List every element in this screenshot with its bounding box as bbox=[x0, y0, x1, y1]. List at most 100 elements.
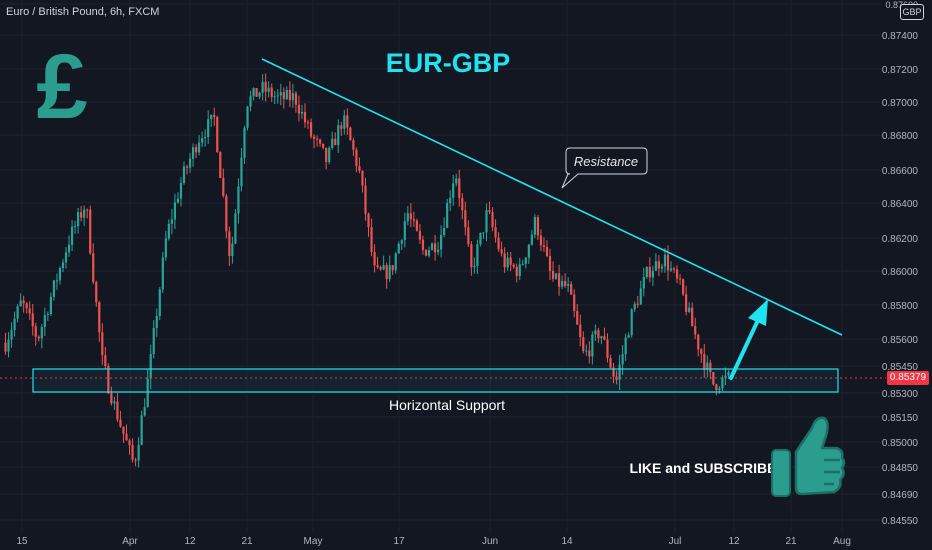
candle-body bbox=[700, 349, 703, 354]
candle-body bbox=[385, 265, 388, 280]
candle-body bbox=[188, 158, 192, 168]
candle-body bbox=[446, 203, 449, 228]
candle-body bbox=[116, 401, 119, 420]
candle-body bbox=[688, 307, 691, 312]
thumbs-up-icon bbox=[771, 416, 846, 497]
candle-body bbox=[358, 166, 361, 171]
candle-body bbox=[403, 221, 406, 241]
candle-body bbox=[672, 268, 676, 270]
candle-body bbox=[80, 212, 83, 218]
candle-body bbox=[588, 350, 591, 357]
candle-body bbox=[397, 243, 400, 254]
candle-body bbox=[391, 265, 394, 271]
candle-body bbox=[636, 303, 639, 305]
candle-body bbox=[567, 284, 570, 286]
candle-body bbox=[545, 247, 549, 257]
candle-body bbox=[55, 280, 59, 282]
candle-body bbox=[712, 372, 715, 385]
candle-body bbox=[436, 249, 440, 253]
candle-body bbox=[675, 269, 679, 279]
candle-body bbox=[639, 288, 642, 305]
candle-body bbox=[570, 284, 573, 295]
candle-body bbox=[648, 266, 651, 278]
price-tick-label: 0.84690 bbox=[882, 490, 919, 501]
candle-body bbox=[415, 220, 419, 231]
candle-body bbox=[243, 127, 246, 158]
candle-body bbox=[458, 178, 461, 199]
candle-body bbox=[107, 365, 110, 394]
candle-body bbox=[657, 261, 661, 269]
candle-body bbox=[98, 302, 101, 333]
candle-body bbox=[58, 267, 62, 281]
candle-body bbox=[627, 335, 630, 338]
candle-body bbox=[64, 252, 68, 263]
candle-body bbox=[73, 226, 77, 228]
time-tick-label: 21 bbox=[241, 536, 253, 547]
symbol-info[interactable]: Euro / British Pound, 6h, FXCM bbox=[6, 6, 160, 18]
candle-body bbox=[225, 195, 228, 232]
candle-body bbox=[694, 326, 697, 335]
candle-body bbox=[633, 303, 636, 310]
candle-body bbox=[22, 300, 25, 304]
candle-body bbox=[533, 217, 536, 235]
candle-body bbox=[303, 111, 307, 123]
candle-body bbox=[518, 264, 521, 276]
candle-body bbox=[582, 337, 585, 352]
candle-body bbox=[25, 303, 28, 309]
candle-body bbox=[433, 243, 437, 253]
candle-body bbox=[600, 336, 603, 339]
time-tick-label: Jun bbox=[482, 536, 498, 547]
candle-body bbox=[443, 227, 446, 235]
candle-body bbox=[101, 332, 104, 356]
candle-body bbox=[388, 265, 391, 280]
candle-body bbox=[331, 138, 334, 148]
price-tick-label: 0.87000 bbox=[882, 98, 919, 109]
candle-body bbox=[325, 147, 328, 162]
candle-body bbox=[361, 170, 364, 186]
candle-body bbox=[394, 253, 397, 271]
price-tick-label: 0.84850 bbox=[882, 463, 919, 474]
pound-icon: £ bbox=[36, 36, 87, 138]
candle-body bbox=[297, 104, 301, 114]
candle-body bbox=[406, 213, 409, 222]
candle-body bbox=[512, 264, 515, 267]
candle-body bbox=[494, 227, 497, 238]
support-label: Horizontal Support bbox=[389, 397, 505, 413]
candle-body bbox=[119, 419, 122, 427]
candle-body bbox=[173, 202, 177, 220]
candle-body bbox=[77, 212, 80, 227]
candle-body bbox=[216, 116, 219, 153]
candle-body bbox=[409, 213, 412, 220]
price-tick-label: 0.86400 bbox=[882, 199, 919, 210]
currency-badge[interactable]: GBP bbox=[900, 4, 924, 20]
candle-body bbox=[61, 262, 65, 268]
candle-body bbox=[306, 122, 310, 124]
candle-body bbox=[660, 266, 664, 269]
candle-body bbox=[7, 339, 10, 352]
candle-body bbox=[222, 177, 225, 196]
price-tick-label: 0.85800 bbox=[882, 301, 919, 312]
price-tick-label: 0.86000 bbox=[882, 267, 919, 278]
candle-body bbox=[491, 211, 494, 228]
candle-body bbox=[16, 306, 19, 319]
candle-body bbox=[4, 342, 7, 352]
candle-body bbox=[161, 257, 164, 290]
candle-body bbox=[527, 244, 530, 258]
candle-body bbox=[542, 245, 546, 248]
candle-body bbox=[621, 354, 624, 365]
candle-body bbox=[300, 111, 304, 114]
candle-body bbox=[685, 294, 688, 312]
time-tick-label: 21 bbox=[785, 536, 797, 547]
candle-body bbox=[500, 249, 503, 254]
candle-body bbox=[430, 243, 434, 251]
price-tick-label: 0.85600 bbox=[882, 335, 919, 346]
candle-body bbox=[548, 256, 552, 271]
candle-body bbox=[210, 114, 213, 120]
time-axis[interactable]: 15 Apr 12 21 May 17 Jun 14 Jul 12 21 Aug bbox=[16, 536, 850, 547]
candle-body bbox=[337, 125, 340, 146]
candle-body bbox=[585, 350, 588, 352]
time-tick-label: Jul bbox=[669, 536, 682, 547]
candle-body bbox=[152, 327, 155, 355]
candle-body bbox=[591, 334, 594, 357]
